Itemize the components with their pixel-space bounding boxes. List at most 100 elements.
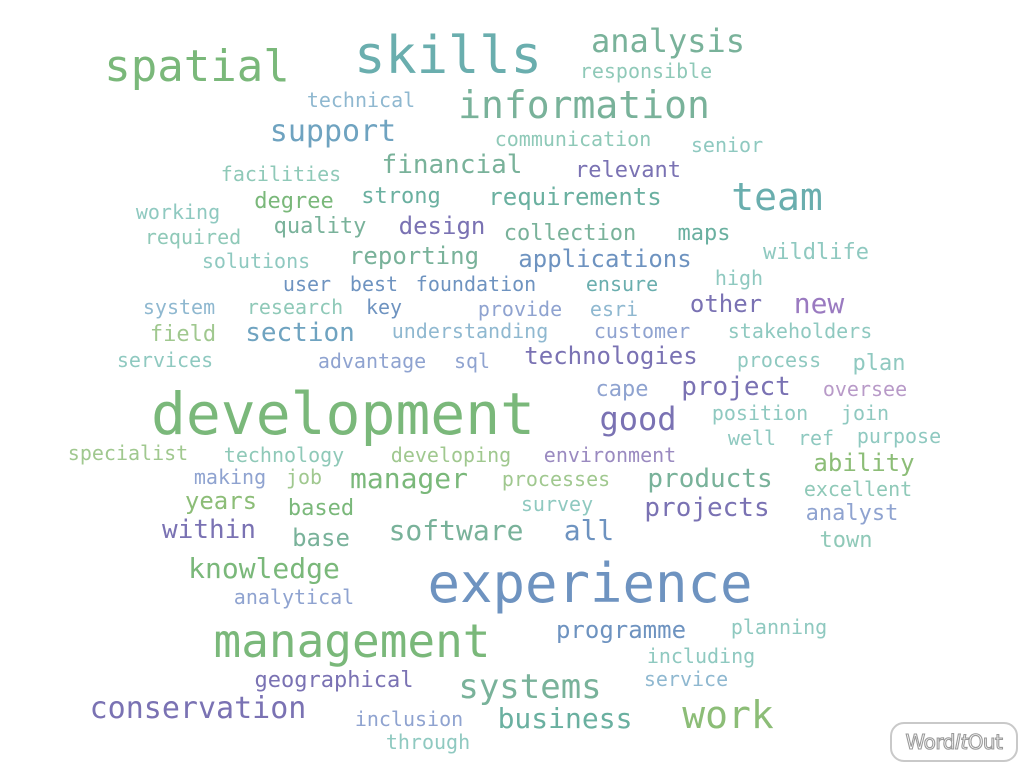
cloud-word: products <box>647 464 773 494</box>
cloud-word: other <box>689 290 763 318</box>
cloud-word: best <box>349 272 399 296</box>
cloud-word: spatial <box>104 41 290 92</box>
cloud-word: reporting <box>348 242 480 270</box>
cloud-word: advantage <box>317 349 427 373</box>
cloud-word: making <box>193 465 267 489</box>
cloud-word: facilities <box>220 162 342 186</box>
cloud-word: process <box>736 348 822 372</box>
cloud-word: degree <box>254 189 334 214</box>
cloud-word: all <box>563 514 615 547</box>
cloud-word: team <box>731 175 823 219</box>
cloud-word: purpose <box>856 424 942 448</box>
cloud-word: collection <box>503 221 637 246</box>
cloud-word: specialist <box>67 441 189 465</box>
cloud-word: new <box>793 287 845 320</box>
cloud-word: wildlife <box>763 240 869 265</box>
cloud-word: services <box>116 348 214 372</box>
cloud-word: town <box>819 528 873 553</box>
cloud-word: plan <box>852 351 906 376</box>
cloud-word: base <box>292 524 350 552</box>
cloud-word: technologies <box>524 342 698 370</box>
cloud-word: projects <box>644 493 770 523</box>
cloud-word: knowledge <box>188 552 340 585</box>
cloud-word: user <box>282 272 332 296</box>
cloud-word: support <box>269 114 397 149</box>
cloud-word: including <box>646 644 756 668</box>
cloud-word: conservation <box>89 691 307 726</box>
cloud-word: communication <box>494 127 652 151</box>
cloud-word: stakeholders <box>727 319 873 343</box>
cloud-word: system <box>142 295 216 319</box>
cloud-word: field <box>149 322 217 347</box>
cloud-word: technology <box>223 443 345 467</box>
cloud-word: analyst <box>805 501 899 526</box>
cloud-word: technical <box>306 88 416 112</box>
cloud-word: based <box>287 496 355 521</box>
cloud-word: understanding <box>391 319 549 343</box>
cloud-word: relevant <box>575 158 681 183</box>
cloud-word: position <box>711 401 809 425</box>
cloud-word: sql <box>453 349 491 373</box>
cloud-word: processes <box>501 467 611 491</box>
cloud-word: survey <box>520 492 594 516</box>
cloud-word: cape <box>595 377 649 402</box>
cloud-word: research <box>246 295 344 319</box>
cloud-word: foundation <box>415 272 537 296</box>
cloud-word: provide <box>477 297 563 321</box>
cloud-word: analysis <box>590 22 746 60</box>
cloud-word: oversee <box>822 377 908 401</box>
cloud-word: years <box>184 487 258 515</box>
cloud-word: section <box>245 318 355 348</box>
cloud-word: ability <box>813 449 915 477</box>
cloud-word: through <box>385 730 471 754</box>
cloud-word: working <box>135 200 221 224</box>
logo-word: Word <box>905 729 956 754</box>
cloud-word: key <box>365 295 403 319</box>
cloud-word: environment <box>543 443 677 467</box>
cloud-word: responsible <box>579 59 713 83</box>
cloud-word: systems <box>458 667 602 707</box>
cloud-word: requirements <box>488 183 662 211</box>
cloud-word: strong <box>361 184 441 209</box>
cloud-word: applications <box>518 245 692 273</box>
cloud-word: analytical <box>233 585 355 609</box>
cloud-word: join <box>840 401 890 425</box>
cloud-word: customer <box>593 319 691 343</box>
cloud-word: experience <box>427 552 753 615</box>
cloud-word: project <box>681 372 791 402</box>
cloud-word: solutions <box>201 249 311 273</box>
cloud-word: developing <box>390 443 512 467</box>
cloud-word: software <box>388 514 524 547</box>
cloud-word: planning <box>730 615 828 639</box>
cloud-word: good <box>599 400 677 438</box>
cloud-word: business <box>497 702 633 735</box>
cloud-word: required <box>144 225 242 249</box>
cloud-word: financial <box>381 150 523 180</box>
cloud-word: information <box>458 83 710 127</box>
cloud-word: senior <box>690 133 764 157</box>
cloud-word: ref <box>797 426 835 450</box>
cloud-word: esri <box>589 297 639 321</box>
cloud-word: manager <box>349 462 469 495</box>
cloud-word: programme <box>555 616 687 644</box>
cloud-word: inclusion <box>354 707 464 731</box>
cloud-word: job <box>285 465 323 489</box>
cloud-word: ensure <box>585 272 659 296</box>
cloud-word: geographical <box>254 668 414 693</box>
cloud-word: maps <box>677 221 731 246</box>
logo-out: Out <box>967 729 1003 754</box>
cloud-word: excellent <box>803 477 913 501</box>
cloud-word: within <box>162 515 256 545</box>
cloud-word: development <box>150 380 536 448</box>
cloud-word: service <box>643 667 729 691</box>
cloud-word: work <box>682 693 774 737</box>
cloud-word: skills <box>354 26 542 86</box>
logo-it: It <box>954 729 968 754</box>
cloud-word: high <box>714 266 764 290</box>
cloud-word: well <box>727 426 777 450</box>
wordleout-logo[interactable]: Word It Out <box>890 722 1018 762</box>
cloud-word: management <box>213 614 491 668</box>
cloud-word: design <box>398 212 486 240</box>
cloud-word: quality <box>273 214 367 239</box>
